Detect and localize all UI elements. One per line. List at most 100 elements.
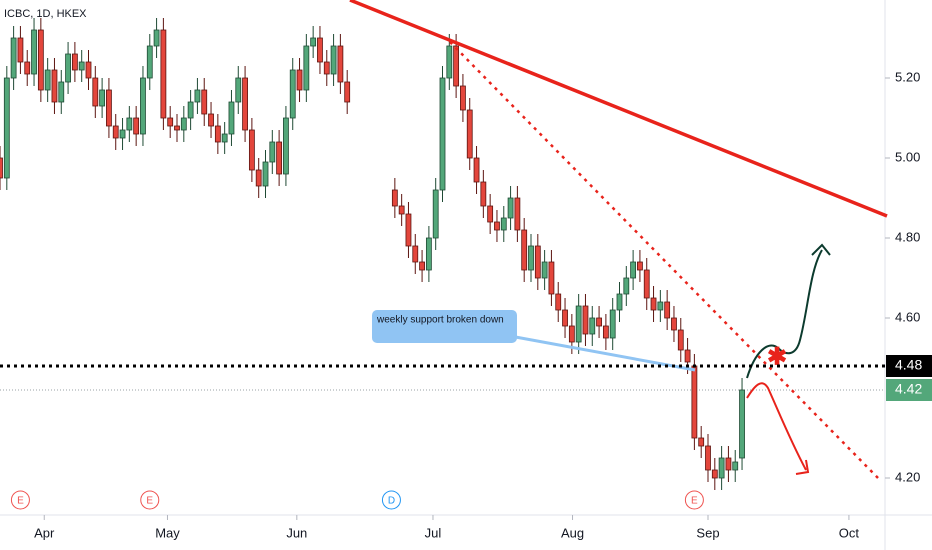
candle-body bbox=[10, 37, 17, 79]
candle-body bbox=[419, 261, 425, 271]
candle-body bbox=[276, 141, 283, 175]
drawings: ✱ weekly support broken down bbox=[349, 0, 888, 479]
down-arrow bbox=[746, 382, 807, 471]
candle-body bbox=[330, 45, 337, 75]
candle-body bbox=[58, 81, 65, 103]
candle-body bbox=[140, 77, 146, 135]
event-marker bbox=[140, 490, 160, 510]
candle-body bbox=[582, 305, 589, 335]
candle-body bbox=[480, 181, 487, 207]
down-arrow-head bbox=[795, 459, 810, 475]
cross-marker: ✱ bbox=[767, 343, 787, 370]
candle-body bbox=[711, 469, 718, 479]
candle-body bbox=[112, 125, 119, 139]
candle-body bbox=[106, 89, 112, 127]
event-label: E bbox=[17, 496, 24, 507]
event-label: E bbox=[146, 496, 153, 507]
candle-body bbox=[133, 117, 140, 135]
time-tick-label: May bbox=[155, 525, 180, 540]
candle-body bbox=[228, 101, 235, 135]
support-label: 4.48 bbox=[895, 357, 922, 373]
candle-body bbox=[528, 245, 534, 271]
candle-body bbox=[160, 29, 167, 119]
event-label: E bbox=[691, 496, 698, 507]
candle-body bbox=[405, 213, 412, 247]
callout-text: weekly support broken down bbox=[376, 315, 504, 326]
candle-body bbox=[0, 157, 3, 179]
candle-body bbox=[126, 117, 133, 131]
event-marker bbox=[381, 490, 401, 510]
candle-body bbox=[575, 305, 582, 343]
candle-body bbox=[194, 89, 201, 103]
candle-body bbox=[3, 77, 10, 179]
candle-body bbox=[391, 189, 398, 207]
candle-body bbox=[146, 45, 153, 79]
candle-body bbox=[507, 197, 514, 219]
symbol-title: ICBC, 1D, HKEX bbox=[4, 8, 87, 20]
candle-body bbox=[487, 205, 494, 223]
time-tick-label: Oct bbox=[839, 525, 860, 540]
candle-body bbox=[31, 29, 37, 75]
candle-body bbox=[657, 301, 664, 311]
candle-body bbox=[562, 309, 568, 327]
candle-body bbox=[691, 365, 698, 439]
up-arrow bbox=[746, 249, 823, 379]
candle-body bbox=[514, 197, 521, 231]
candle-body bbox=[568, 325, 575, 343]
candle-body bbox=[494, 221, 500, 231]
candle-body bbox=[541, 261, 548, 279]
candle-body bbox=[664, 301, 671, 319]
candle-body bbox=[453, 45, 460, 87]
candle-body bbox=[732, 461, 739, 471]
candle-body bbox=[180, 117, 187, 131]
last-price-label: 4.42 bbox=[895, 381, 922, 397]
time-tick-label: Apr bbox=[34, 525, 55, 540]
candle-body bbox=[650, 297, 657, 311]
candle-body bbox=[51, 69, 58, 103]
price-tick-label: 4.80 bbox=[895, 229, 920, 244]
candle-body bbox=[432, 189, 439, 239]
candle-body bbox=[85, 61, 92, 79]
candle-body bbox=[310, 37, 317, 47]
candle-body bbox=[637, 261, 643, 271]
candle-body bbox=[283, 117, 289, 175]
candle-body bbox=[534, 245, 541, 279]
candle-body bbox=[262, 161, 269, 187]
candle-body bbox=[167, 117, 174, 127]
candle-body bbox=[521, 229, 528, 271]
time-tick-label: Aug bbox=[561, 525, 584, 540]
candle-body bbox=[242, 77, 248, 131]
candle-body bbox=[446, 45, 453, 79]
candle-body bbox=[65, 53, 71, 83]
candle-body bbox=[71, 53, 78, 71]
candle-body bbox=[466, 109, 473, 159]
candle-body bbox=[718, 457, 725, 479]
candle-body bbox=[460, 85, 466, 111]
candle-body bbox=[705, 445, 711, 471]
support-badge bbox=[886, 355, 932, 377]
candle-body bbox=[555, 293, 562, 311]
last-price-badge bbox=[886, 379, 932, 401]
candle-body bbox=[221, 133, 228, 143]
candle-body bbox=[398, 205, 405, 215]
marks bbox=[0, 18, 885, 490]
candle-body bbox=[589, 317, 596, 335]
price-tick-label: 5.20 bbox=[895, 69, 920, 84]
price-tick-label: 4.20 bbox=[895, 469, 920, 484]
candle-body bbox=[24, 61, 31, 75]
candle-body bbox=[439, 77, 446, 191]
event-marker bbox=[10, 490, 30, 510]
candle-body bbox=[235, 77, 242, 103]
candle-body bbox=[344, 81, 351, 103]
candle-body bbox=[119, 129, 126, 139]
candle-body bbox=[296, 69, 303, 91]
candle-body bbox=[337, 45, 344, 83]
candle-body bbox=[153, 29, 160, 47]
candle-body bbox=[616, 293, 623, 311]
candle-body bbox=[214, 125, 221, 143]
candle-body bbox=[174, 125, 180, 131]
candle-body bbox=[425, 237, 432, 271]
dotted-trend-line bbox=[449, 41, 879, 479]
candle-body bbox=[725, 457, 732, 471]
